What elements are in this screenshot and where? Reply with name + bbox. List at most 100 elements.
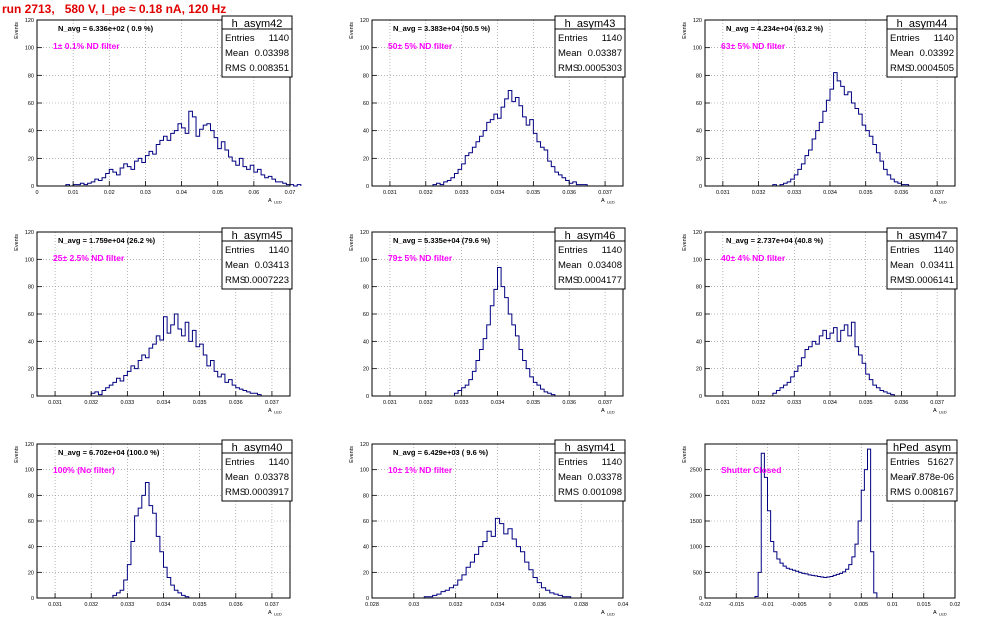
stats-rms-value: 0.008167 (914, 487, 954, 498)
stats-mean-label: Mean (890, 472, 914, 483)
x-axis-subscript: LED (939, 612, 947, 617)
stats-rms-label: RMS (225, 275, 246, 286)
histogram-name: h_asym46 (565, 230, 616, 242)
y-tick-label: 20 (363, 156, 369, 162)
stats-rms-value: 0.0004177 (577, 275, 622, 286)
stats-box (886, 439, 958, 502)
stats-entries-label: Entries (890, 457, 920, 468)
histogram-panel-h_asym46: 0.031 0.032 0.033 0.034 0.035 0.036 0.037 0 20 40… (349, 227, 626, 415)
x-tick-label: 0.035 (859, 190, 873, 196)
x-tick-label: 0.02 (104, 190, 115, 196)
y-tick-label: 40 (696, 129, 702, 135)
x-tick-label: 0.038 (574, 602, 588, 608)
stats-mean-label: Mean (225, 48, 249, 59)
y-tick-label: 120 (25, 18, 34, 24)
y-tick-label: 80 (28, 285, 34, 291)
histogram-line (453, 267, 556, 396)
y-tick-label: 40 (28, 545, 34, 551)
stats-rms-value: 0.0006141 (909, 275, 954, 286)
y-tick-label: 1500 (690, 519, 702, 525)
y-axis-title: Events (14, 22, 20, 39)
y-tick-label: 20 (363, 570, 369, 576)
y-tick-label: 80 (363, 493, 369, 499)
y-tick-label: 120 (360, 442, 369, 448)
y-tick-label: 100 (360, 257, 369, 263)
stats-entries-value: 1140 (934, 33, 954, 44)
y-tick-label: 20 (28, 367, 34, 373)
y-tick-label: 80 (28, 73, 34, 79)
stats-rms-label: RMS (225, 487, 246, 498)
y-tick-label: 20 (363, 367, 369, 373)
x-tick-label: 0.032 (752, 190, 766, 196)
y-tick-label: 40 (28, 129, 34, 135)
stats-entries-value: 1140 (602, 33, 622, 44)
x-tick-label: 0.037 (598, 400, 612, 406)
y-tick-label: 20 (696, 156, 702, 162)
stats-mean-label: Mean (890, 260, 914, 271)
filter-annotation: 50± 5% ND filter (388, 41, 453, 51)
x-tick-label: 0.01 (887, 602, 898, 608)
stats-entries-label: Entries (225, 33, 255, 44)
y-tick-label: 0 (31, 596, 34, 602)
x-tick-label: 0.032 (752, 400, 766, 406)
x-tick-label: 0.034 (157, 400, 171, 406)
x-axis-title: A (601, 610, 605, 616)
stats-mean-label: Mean (225, 260, 249, 271)
x-tick-label: 0.036 (562, 400, 576, 406)
x-tick-label: 0.035 (859, 400, 873, 406)
stats-box (221, 15, 293, 78)
x-tick-label: 0.034 (491, 400, 505, 406)
stats-rms-label: RMS (890, 63, 911, 74)
stats-entries-value: 1140 (269, 33, 289, 44)
x-tick-label: 0.03 (140, 190, 151, 196)
y-tick-label: 60 (363, 312, 369, 318)
x-axis-title: A (601, 408, 605, 414)
navg-header: N_avg = 5.335e+04 (79.6 %) (393, 236, 491, 245)
x-axis-title: A (268, 198, 272, 204)
x-tick-label: 0.03 (408, 602, 419, 608)
x-tick-label: 0.05 (212, 190, 223, 196)
x-tick-label: 0.036 (562, 190, 576, 196)
stats-entries-label: Entries (225, 457, 255, 468)
y-tick-label: 40 (363, 129, 369, 135)
y-tick-label: 60 (363, 519, 369, 525)
stats-mean-label: Mean (225, 472, 249, 483)
y-tick-label: 100 (693, 257, 702, 263)
y-tick-label: 80 (363, 285, 369, 291)
stats-box (221, 439, 293, 502)
stats-box (554, 15, 626, 78)
y-tick-label: 0 (31, 184, 34, 190)
stats-box (886, 15, 958, 78)
navg-header: N_avg = 3.383e+04 (50.5 %) (393, 24, 491, 33)
y-tick-label: 0 (699, 596, 702, 602)
stats-rms-value: 0.008351 (249, 63, 289, 74)
x-axis-title: A (268, 610, 272, 616)
y-axis-title: Events (349, 22, 355, 39)
histogram-line (772, 72, 910, 187)
y-tick-label: 100 (25, 257, 34, 263)
y-axis-title: Events (349, 446, 355, 463)
x-tick-label: 0.04 (618, 602, 629, 608)
stats-rms-label: RMS (558, 275, 579, 286)
x-tick-label: 0 (35, 190, 38, 196)
navg-header: N_avg = 4.234e+04 (63.2 %) (726, 24, 824, 33)
stats-box (221, 227, 293, 290)
x-axis-title: A (268, 408, 272, 414)
histogram-line (423, 517, 572, 598)
histogram-line (772, 321, 895, 396)
y-tick-label: 100 (360, 46, 369, 52)
y-axis-title: Events (14, 234, 20, 251)
stats-box (554, 227, 626, 290)
y-tick-label: 100 (360, 468, 369, 474)
x-tick-label: 0.032 (419, 190, 433, 196)
stats-entries-label: Entries (558, 245, 588, 256)
histogram-name: h_asym42 (232, 18, 283, 30)
y-axis-title: Events (682, 22, 688, 39)
y-tick-label: 80 (363, 73, 369, 79)
x-tick-label: 0.034 (491, 190, 505, 196)
stats-mean-label: Mean (558, 260, 582, 271)
stats-entries-label: Entries (890, 33, 920, 44)
stats-entries-label: Entries (558, 33, 588, 44)
x-tick-label: 0.035 (193, 400, 207, 406)
